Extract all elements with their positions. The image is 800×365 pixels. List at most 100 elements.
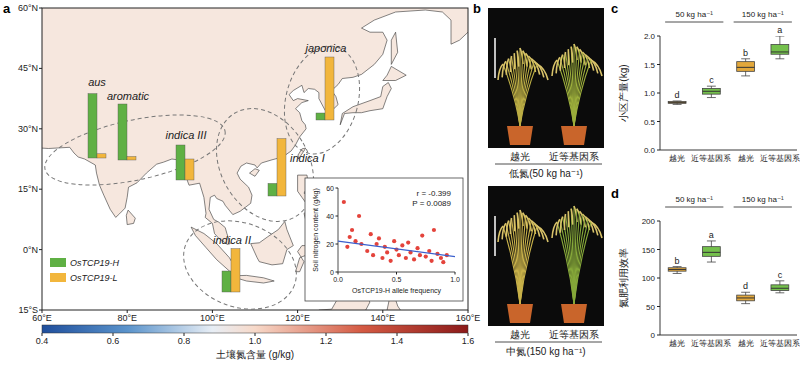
map-frame	[42, 8, 468, 310]
tick-label: 0.0	[333, 276, 343, 283]
tick-label: 60	[326, 185, 334, 192]
tick	[336, 216, 339, 217]
scale-bar	[494, 38, 496, 78]
stem	[574, 60, 591, 126]
landmass	[340, 83, 391, 125]
panicle	[565, 214, 566, 230]
regression-line	[338, 241, 455, 256]
panicle	[514, 53, 516, 69]
median	[702, 91, 720, 92]
stem	[574, 222, 591, 304]
panicle	[591, 222, 602, 238]
panicle	[568, 211, 570, 227]
panicle	[560, 217, 562, 233]
tick	[657, 306, 660, 307]
legend-label: OsTCP19-L	[70, 273, 118, 283]
axis-line	[338, 188, 339, 272]
tick-label: 1.6	[462, 336, 475, 346]
point	[397, 253, 401, 257]
pot	[561, 304, 587, 323]
tick-label: 45°N	[18, 63, 38, 73]
significance-letter: a	[709, 230, 714, 240]
bar	[316, 113, 325, 120]
tick-label: 160°E	[456, 313, 481, 323]
point	[420, 234, 424, 238]
boxes	[668, 241, 789, 304]
tick-label: 0	[330, 269, 334, 276]
box	[737, 295, 755, 301]
panicle	[537, 226, 548, 242]
point	[385, 250, 389, 254]
whisker-cap	[775, 36, 784, 37]
category-label: 越光	[738, 154, 754, 163]
group-label: indica III	[166, 129, 207, 141]
bar	[97, 154, 106, 158]
tick	[336, 188, 339, 189]
tick-label: 15°N	[18, 184, 38, 194]
axis-title: OsTCP19-H allele frequency	[352, 287, 442, 295]
point	[418, 253, 422, 257]
group-bracket	[665, 22, 723, 23]
point	[406, 241, 410, 245]
category-label: 近等基因系	[760, 154, 800, 163]
group-label: aus	[88, 76, 106, 88]
tick-label: 120°E	[285, 313, 310, 323]
significance-letter: d	[743, 281, 748, 291]
landmass	[251, 221, 294, 265]
axis-line	[660, 150, 797, 151]
photo-background	[488, 186, 604, 326]
whisker-cap	[741, 75, 750, 76]
stem	[520, 64, 537, 126]
tick-label: 1.5	[644, 61, 656, 70]
point	[369, 232, 373, 236]
whisker-cap	[707, 86, 716, 87]
group-bracket	[734, 22, 792, 23]
tick-label: 1.0	[450, 276, 460, 283]
photo	[488, 8, 604, 148]
point	[439, 256, 443, 260]
photo	[488, 186, 604, 326]
tick	[336, 272, 339, 273]
bar	[127, 157, 136, 161]
axis-title: Soil nitrogen content (g/kg)	[312, 188, 320, 272]
scale-bar	[494, 216, 496, 256]
significance-letter: b	[743, 48, 748, 58]
tick-label: 2.0	[644, 32, 656, 41]
panicle	[565, 52, 566, 68]
group-bracket	[734, 207, 792, 208]
bar	[176, 145, 185, 180]
tick-label: 30°N	[18, 124, 38, 134]
point	[365, 249, 369, 253]
median	[668, 269, 686, 270]
axis-title: 小区产量(kg)	[618, 64, 629, 121]
point	[392, 239, 396, 243]
tick	[39, 68, 42, 69]
category-label: 越光	[738, 339, 754, 348]
pot	[507, 304, 533, 323]
photo-background	[488, 8, 604, 148]
median	[737, 67, 755, 68]
underline	[495, 342, 602, 343]
panicle	[591, 60, 602, 76]
tick-label: 20	[326, 241, 334, 248]
photo-title: 低氮(50 kg ha⁻¹)	[509, 168, 583, 179]
category-label: 近等基因系	[691, 339, 731, 348]
point	[342, 200, 346, 204]
panicle	[568, 49, 570, 65]
whisker-cap	[741, 292, 750, 293]
point	[348, 235, 352, 239]
panel-letter: d	[611, 186, 619, 201]
box	[771, 45, 789, 55]
bar	[185, 159, 194, 180]
tick	[336, 244, 339, 245]
tick-label: 1.0	[644, 89, 656, 98]
group-label: 50 kg ha⁻¹	[675, 10, 713, 19]
point	[424, 255, 428, 259]
pot	[507, 126, 533, 145]
tick	[39, 310, 42, 311]
panicle	[506, 221, 508, 237]
panicle	[502, 223, 506, 239]
category-label: 越光	[669, 154, 685, 163]
tick-label: 1.2	[320, 336, 333, 346]
significance-letter: c	[778, 270, 783, 280]
